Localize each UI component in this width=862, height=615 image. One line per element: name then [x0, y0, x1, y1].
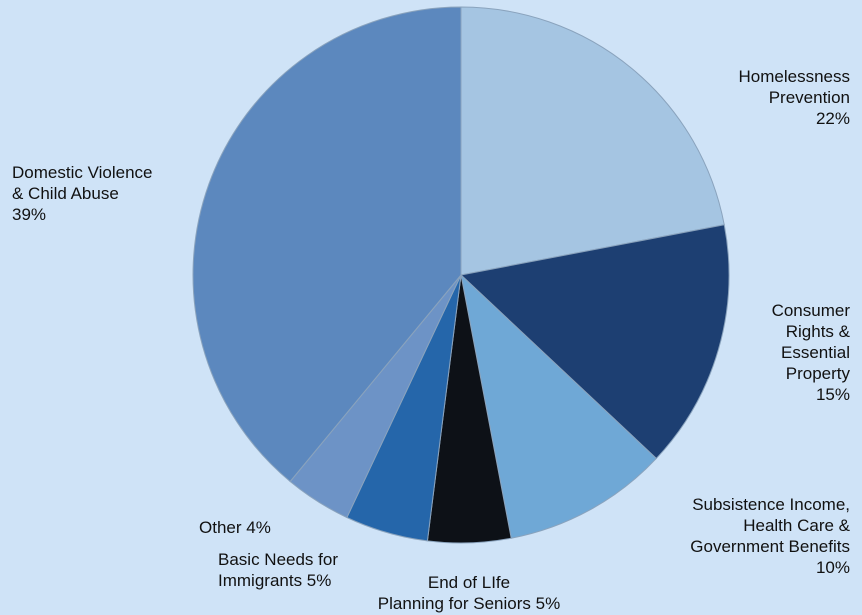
label-domestic-violence: Domestic Violence & Child Abuse 39% [12, 163, 153, 224]
label-subsistence-income: Subsistence Income, Health Care & Govern… [690, 495, 850, 577]
pie-slice-domestic-violence [192, 6, 462, 483]
label-basic-needs-immigrants: Basic Needs for Immigrants 5% [218, 550, 338, 590]
pie-slice-homelessness [460, 6, 725, 276]
label-homelessness-prevention: Homelessness Prevention 22% [738, 67, 851, 128]
label-end-of-life: End of LIfe Planning for Seniors 5% [377, 573, 561, 613]
pie-slice-subsistence-income [460, 273, 658, 539]
pie-slice-consumer [459, 224, 730, 460]
label-consumer-rights: Consumer Rights & Essential Property 15% [771, 301, 850, 404]
label-other: Other 4% [199, 518, 271, 537]
